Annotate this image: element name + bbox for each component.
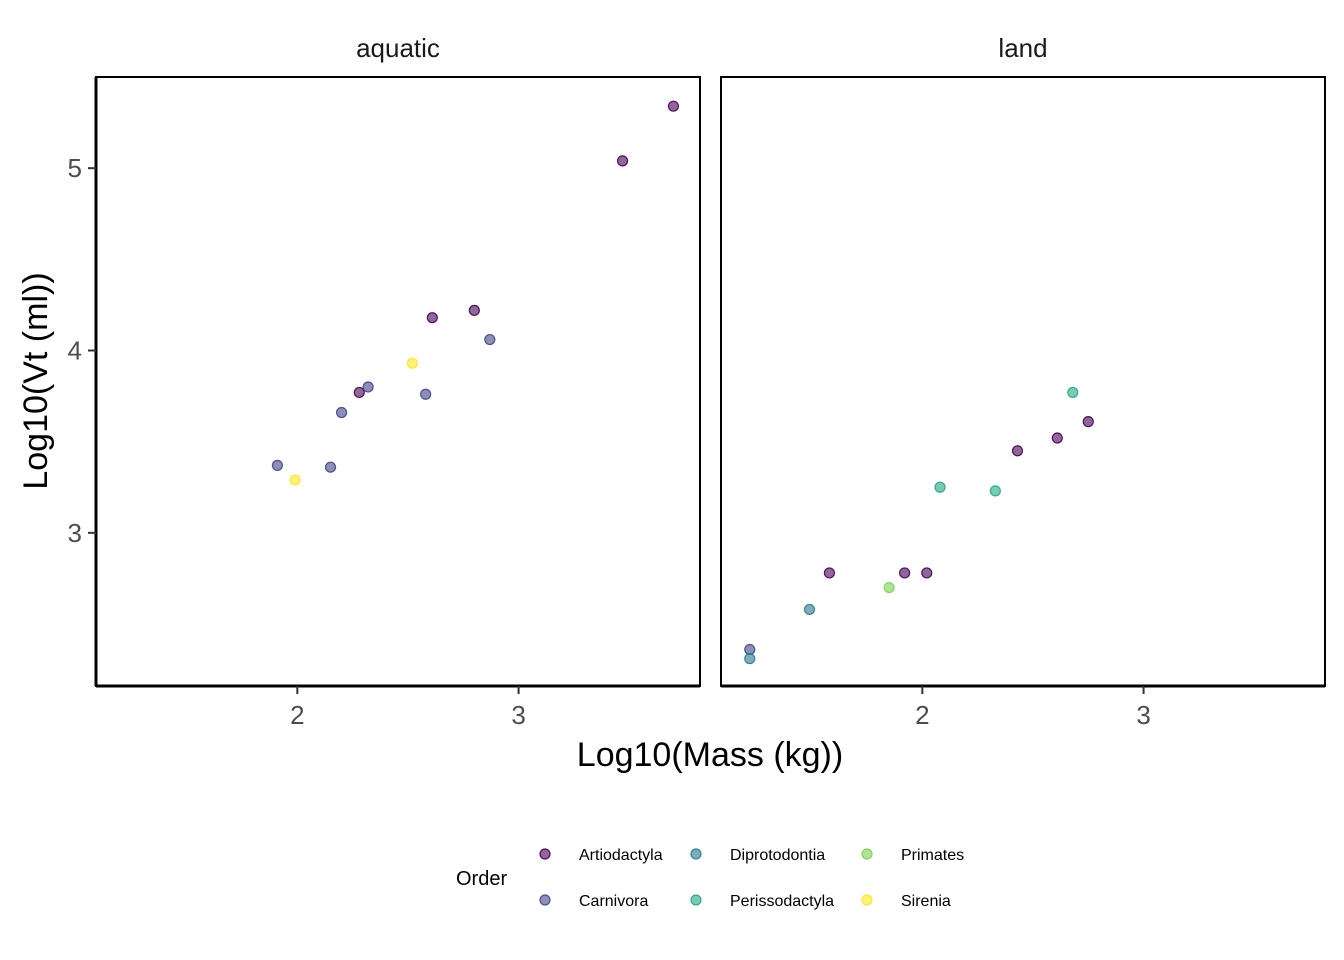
legend-item: Perissodactyla	[690, 893, 834, 910]
panel-border	[95, 76, 701, 687]
data-point	[420, 388, 432, 400]
x-tick-label: 3	[511, 700, 525, 730]
legend-item: Primates	[861, 847, 964, 864]
legend-key	[539, 848, 551, 860]
panel-border	[720, 76, 1326, 687]
data-point	[883, 581, 895, 594]
y-tick-label: 4	[68, 336, 82, 366]
x-tick-label: 2	[915, 700, 929, 730]
data-point	[616, 155, 629, 167]
legend-title: Order	[456, 868, 507, 890]
legend-label: Carnivora	[579, 893, 648, 910]
data-point	[921, 567, 933, 579]
legend-label: Artiodactyla	[579, 847, 663, 864]
legend-item: Artiodactyla	[539, 847, 663, 864]
legend-label: Perissodactyla	[730, 893, 834, 910]
legend-label: Primates	[901, 847, 964, 864]
legend-key	[861, 894, 873, 906]
data-point	[1051, 432, 1063, 444]
data-point	[324, 461, 337, 473]
legend-label: Diprotodontia	[730, 847, 825, 864]
data-point	[1011, 445, 1024, 457]
y-tick-label: 5	[68, 153, 82, 183]
legend-key	[690, 848, 702, 860]
legend-items: Artiodactyla Carnivora Diprotodontia Periss…	[539, 847, 964, 910]
facet-panel-land: land 2 3	[720, 33, 1326, 730]
facet-label: land	[998, 33, 1047, 63]
data-point	[989, 485, 1001, 497]
data-point	[406, 357, 418, 369]
legend-item: Sirenia	[861, 893, 951, 910]
legend-key	[690, 894, 702, 906]
data-point	[1082, 416, 1094, 428]
data-point	[484, 333, 496, 346]
x-axis-title: Log10(Mass (kg))	[577, 736, 843, 774]
data-point	[289, 474, 301, 486]
legend-item: Carnivora	[539, 893, 648, 910]
data-point	[362, 381, 374, 393]
data-point	[744, 643, 756, 656]
data-point	[468, 304, 480, 316]
x-tick-label: 2	[290, 700, 304, 730]
legend-item: Diprotodontia	[690, 847, 825, 864]
data-point	[1067, 386, 1079, 399]
x-tick-label: 3	[1136, 700, 1150, 730]
legend: Order Artiodactyla Carnivora Diprotodontia…	[456, 847, 964, 910]
facet-label: aquatic	[356, 33, 440, 63]
data-point	[426, 312, 438, 324]
data-point	[823, 567, 836, 579]
facet-panels: aquatic 3 4 5 2 3 land 2 3	[68, 33, 1326, 730]
data-point	[899, 567, 911, 579]
data-point	[744, 653, 756, 665]
data-point	[667, 100, 680, 112]
facet-panel-aquatic: aquatic 3 4 5 2 3	[68, 33, 701, 730]
data-point	[271, 459, 284, 471]
legend-key	[861, 848, 873, 860]
data-point	[335, 406, 348, 419]
data-point	[934, 481, 946, 493]
data-point	[353, 386, 365, 399]
legend-key	[539, 894, 551, 906]
y-tick-label: 3	[68, 518, 82, 548]
y-axis-title: Log10(Vt (ml))	[17, 272, 55, 489]
data-point	[803, 603, 816, 616]
legend-label: Sirenia	[901, 893, 951, 910]
